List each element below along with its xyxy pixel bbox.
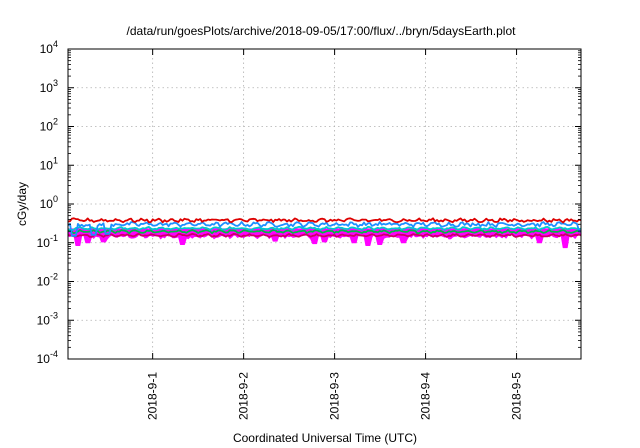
x-tick-label: 2018-9-1 <box>146 372 160 420</box>
series-area <box>68 228 581 248</box>
x-tick-label: 2018-9-3 <box>328 372 342 420</box>
y-tick-label: 101 <box>40 155 58 172</box>
series-line <box>67 221 581 237</box>
y-axis-label: cGy/day <box>15 182 29 226</box>
x-tick-label: 2018-9-4 <box>419 372 433 420</box>
y-tick-label: 10-3 <box>37 310 58 327</box>
series-line <box>67 232 582 238</box>
series-line <box>67 229 582 235</box>
y-tick-label: 10-2 <box>37 272 58 289</box>
series-line <box>67 233 582 249</box>
y-tick-label: 10-1 <box>37 233 58 250</box>
chart-title: /data/run/goesPlots/archive/2018-09-05/1… <box>127 24 517 38</box>
x-axis: 2018-9-1 2018-9-2 2018-9-3 2018-9-4 2018-9-5 <box>146 49 524 420</box>
y-tick-label: 104 <box>40 39 58 56</box>
y-tick-label: 100 <box>40 194 58 211</box>
x-tick-label: 2018-9-5 <box>510 372 524 420</box>
series-line <box>67 217 582 224</box>
x-axis-label: Coordinated Universal Time (UTC) <box>233 431 417 445</box>
y-tick-label: 10-4 <box>37 349 58 366</box>
series-line <box>67 225 582 231</box>
y-tick-label: 102 <box>40 117 58 134</box>
horizontal-grid <box>68 87 581 321</box>
x-tick-label: 2018-9-2 <box>237 372 251 420</box>
series-layer <box>67 217 582 249</box>
y-axis: 10-4 10-3 10-2 10-1 100 101 102 103 104 <box>37 39 581 366</box>
y-tick-label: 103 <box>40 78 58 95</box>
